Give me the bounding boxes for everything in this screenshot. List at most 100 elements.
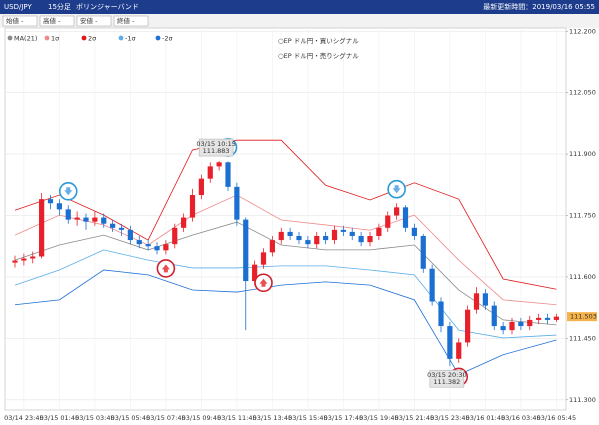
popup-time: 03/15 20:30 xyxy=(427,371,467,379)
candle-body xyxy=(127,229,133,241)
candle-body xyxy=(252,264,258,282)
x-tick-label: 03/15 11:45 xyxy=(217,414,257,422)
candle-body xyxy=(465,309,471,343)
candle-body xyxy=(189,195,196,218)
legend-dot xyxy=(155,35,161,41)
candle-body xyxy=(234,186,240,220)
candle-body xyxy=(92,217,98,222)
dropdown[interactable] xyxy=(76,15,112,27)
signal-text: ○EP ドル円・買いシグナル xyxy=(278,36,359,45)
candle-body xyxy=(296,235,302,241)
candle-body xyxy=(269,240,275,253)
dropdown-label: 終値 - xyxy=(117,16,135,25)
candle-body xyxy=(243,219,249,282)
candle-body xyxy=(349,231,355,236)
candle-body xyxy=(163,244,169,251)
candle-body xyxy=(207,166,213,179)
last-price-box xyxy=(567,312,597,322)
x-tick-label: 03/15 23:45 xyxy=(430,414,470,422)
candle-body xyxy=(544,317,551,320)
candle-body xyxy=(47,199,54,204)
candle-body xyxy=(456,342,462,359)
candle-body xyxy=(74,217,80,220)
dropdown-label: 始値 - xyxy=(6,16,24,25)
popup-value: 111.382 xyxy=(433,378,460,386)
top-bar xyxy=(0,0,599,14)
candle-body xyxy=(482,293,488,306)
candle-body xyxy=(278,231,284,241)
candle-body xyxy=(447,326,453,359)
candle-body xyxy=(145,244,151,247)
candle-body xyxy=(518,321,524,327)
legend-dot xyxy=(118,35,124,41)
candle-body xyxy=(323,235,329,241)
buy-arrow xyxy=(259,278,268,287)
band-line xyxy=(14,269,557,376)
popup-value: 111.883 xyxy=(203,147,230,155)
x-tick-label: 03/15 01:45 xyxy=(40,414,80,422)
sell-arrow xyxy=(64,187,73,196)
candle-body xyxy=(429,268,435,302)
sell-arrow xyxy=(392,185,401,194)
candle-body xyxy=(402,207,409,228)
x-tick-label: 03/15 07:45 xyxy=(146,414,186,422)
dropdown[interactable] xyxy=(2,15,38,27)
candle-body xyxy=(56,203,62,210)
candle-body xyxy=(83,217,89,222)
candle-body xyxy=(110,223,116,228)
candle-body xyxy=(198,178,204,196)
candle-body xyxy=(39,199,45,257)
candle-body xyxy=(314,235,320,245)
legend-label: MA(21) xyxy=(14,35,37,43)
y-tick-label: 112.200 xyxy=(569,27,596,35)
updated-time: 最新更新時間：2019/03/16 05:55 xyxy=(483,2,595,11)
x-tick-label: 03/15 09:45 xyxy=(182,414,222,422)
candle-body xyxy=(340,229,346,232)
legend-dot xyxy=(44,35,50,41)
candle-body xyxy=(527,319,533,327)
y-tick-label: 111.900 xyxy=(569,150,596,158)
x-tick-label: 03/15 21:45 xyxy=(395,414,435,422)
x-tick-label: 03/16 05:45 xyxy=(537,414,577,422)
legend-label: 2σ xyxy=(88,35,96,43)
plot-frame xyxy=(4,27,567,411)
buy-arrow xyxy=(161,264,170,273)
candle-body xyxy=(216,162,222,167)
x-tick-label: 03/16 01:45 xyxy=(466,414,506,422)
dropdown-label: 安値 - xyxy=(80,16,98,25)
legend-dot xyxy=(81,35,87,41)
y-tick-label: 112.050 xyxy=(569,89,596,97)
dropdown[interactable] xyxy=(113,15,149,27)
candle-body xyxy=(536,317,542,320)
candle-body xyxy=(411,227,417,236)
indicator: ボリンジャーバンド xyxy=(76,3,139,11)
candle-body xyxy=(509,321,515,331)
timeframe: 15分足 xyxy=(48,2,71,11)
candle-body xyxy=(305,240,311,245)
candle-body xyxy=(553,316,559,320)
legend-label: 1σ xyxy=(51,35,59,43)
candle-body xyxy=(12,260,18,263)
candle-body xyxy=(172,227,178,245)
control-bar xyxy=(0,14,599,28)
x-tick-label: 03/15 19:45 xyxy=(359,414,399,422)
candle-body xyxy=(500,326,506,331)
candle-body xyxy=(225,162,231,187)
candle-body xyxy=(394,207,400,216)
dropdown[interactable] xyxy=(39,15,75,27)
x-tick-label: 03/15 17:45 xyxy=(324,414,364,422)
last-price: 111.503 xyxy=(570,313,597,321)
candle-body xyxy=(154,246,160,251)
candle-body xyxy=(65,209,71,220)
candle-body xyxy=(118,227,125,230)
x-tick-label: 03/15 13:45 xyxy=(253,414,293,422)
candle-body xyxy=(385,215,391,228)
dropdown-label: 高値 - xyxy=(43,16,61,25)
candle-body xyxy=(136,240,142,245)
y-tick-label: 111.450 xyxy=(569,334,596,342)
candle-body xyxy=(181,217,187,228)
candle-body xyxy=(260,252,267,265)
y-tick-label: 111.750 xyxy=(569,212,596,220)
